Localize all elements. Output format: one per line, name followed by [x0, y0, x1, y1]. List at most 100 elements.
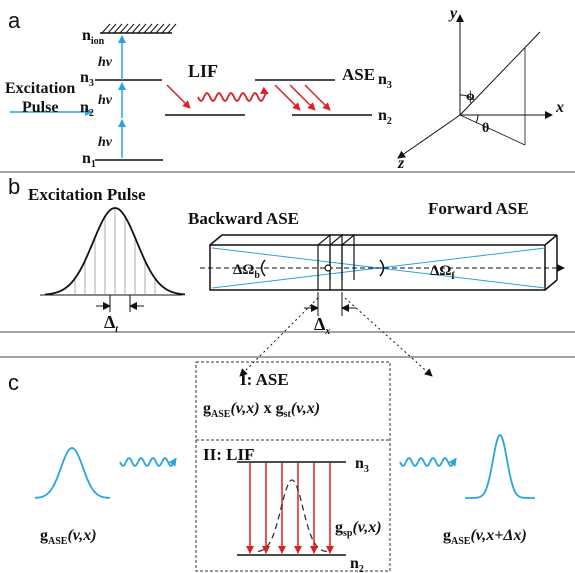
subscript: ASE [48, 536, 68, 547]
hatch [125, 23, 135, 34]
level-label: n2 [350, 555, 364, 573]
ase-label: ASE [342, 65, 375, 84]
subscript: t [115, 324, 119, 335]
output-label: gASE(v,x+Δx) [443, 527, 527, 547]
text-part: Δ [314, 314, 325, 334]
angle-label: θ [482, 121, 489, 136]
backward-label: Backward ASE [188, 209, 299, 228]
text-part: g [335, 519, 343, 536]
subscript: ion [91, 36, 105, 47]
dt-label: Δt [104, 312, 119, 335]
slab [341, 233, 355, 290]
level-label: n2 [80, 99, 94, 119]
excitation-label: Pulse [22, 99, 58, 116]
forward-label: Forward ASE [428, 199, 529, 218]
operator: x [260, 400, 276, 417]
center-point [324, 264, 332, 272]
subscript: b [254, 270, 260, 281]
medium-edge [544, 279, 558, 291]
subscript: 2 [89, 108, 94, 119]
text-part: n [82, 27, 91, 44]
wavy-arrow [399, 456, 457, 468]
panel-label: a [8, 8, 21, 33]
text-part: g [40, 527, 48, 544]
ase-arrow [304, 84, 331, 111]
text-part: n [355, 455, 364, 472]
hatch [155, 23, 165, 34]
subscript: 3 [89, 78, 94, 89]
omega-f-label: ΔΩf [430, 263, 455, 282]
wavy-arrow [119, 456, 177, 468]
text-part: g [443, 527, 451, 544]
text-part: (v,x+Δx) [470, 527, 526, 544]
wavy-arrow [197, 86, 269, 103]
text-part: ΔΩ [233, 262, 254, 278]
dx-label: Δx [314, 314, 330, 337]
output-spectrum [465, 433, 535, 499]
hatch [131, 23, 141, 34]
pulse-title: Excitation Pulse [28, 185, 146, 204]
text-part: n [350, 555, 359, 572]
axis-label: z [397, 155, 405, 172]
text-part: (v,x) [230, 400, 259, 417]
zoom-line [344, 297, 433, 377]
excitation-label: Excitation [5, 80, 75, 97]
text-part: g [276, 400, 284, 417]
level-label: n1 [82, 150, 96, 170]
subscript: f [451, 271, 455, 282]
text-part: ΔΩ [430, 263, 451, 279]
axis-label: y [448, 5, 458, 22]
text-part: n [82, 150, 91, 167]
projection [459, 114, 526, 146]
axis-label: x [555, 99, 564, 116]
hatch [161, 23, 171, 34]
gsp-label: gsp(v,x) [335, 519, 382, 539]
subscript: ASE [451, 536, 471, 547]
level-label: n3 [378, 71, 392, 91]
subscript: x [324, 326, 330, 337]
input-spectrum [35, 447, 111, 499]
angle-bracket [379, 259, 385, 277]
angle-arc [475, 114, 479, 124]
angle-arc [459, 94, 475, 101]
subscript: sp [343, 528, 353, 539]
product: gASE(v,x) x gst(v,x) [203, 400, 320, 420]
hatch [101, 23, 111, 34]
angle-label: ϕ [466, 89, 475, 104]
subscript: 2 [359, 564, 364, 573]
subscript: 1 [91, 159, 96, 170]
text-part: g [203, 400, 211, 417]
medium-edge [544, 234, 558, 246]
subscript: 3 [364, 464, 369, 475]
hatch [143, 23, 153, 34]
hatch [149, 23, 159, 34]
ase-arrow [289, 84, 316, 111]
text-part: n [80, 69, 89, 86]
subscript: 3 [387, 80, 392, 91]
text-part: n [378, 107, 387, 124]
spontaneous-gain-curve [257, 479, 329, 553]
zoom-line [239, 297, 319, 377]
text-part: (v,x) [67, 527, 96, 544]
text-part: Δ [104, 312, 115, 332]
pulse-curve [45, 207, 185, 296]
hatch [167, 23, 177, 34]
hatch [119, 23, 129, 34]
level-label: nion [82, 27, 105, 47]
input-label: gASE(v,x) [40, 527, 97, 547]
subscript: ASE [211, 409, 231, 420]
omega-b-label: ΔΩb [233, 262, 260, 281]
ase-arrow [274, 84, 301, 111]
photon-label: hv [98, 135, 113, 150]
decay-arrow [166, 84, 191, 109]
hatch [107, 23, 117, 34]
text-part: n [378, 71, 387, 88]
vector [459, 31, 541, 116]
photon-label: hv [98, 93, 113, 108]
detail-box [195, 361, 391, 572]
hatch [137, 23, 147, 34]
box-title: I: ASE [240, 370, 289, 389]
level-label: n3 [80, 69, 94, 89]
panel-label: b [8, 174, 20, 199]
